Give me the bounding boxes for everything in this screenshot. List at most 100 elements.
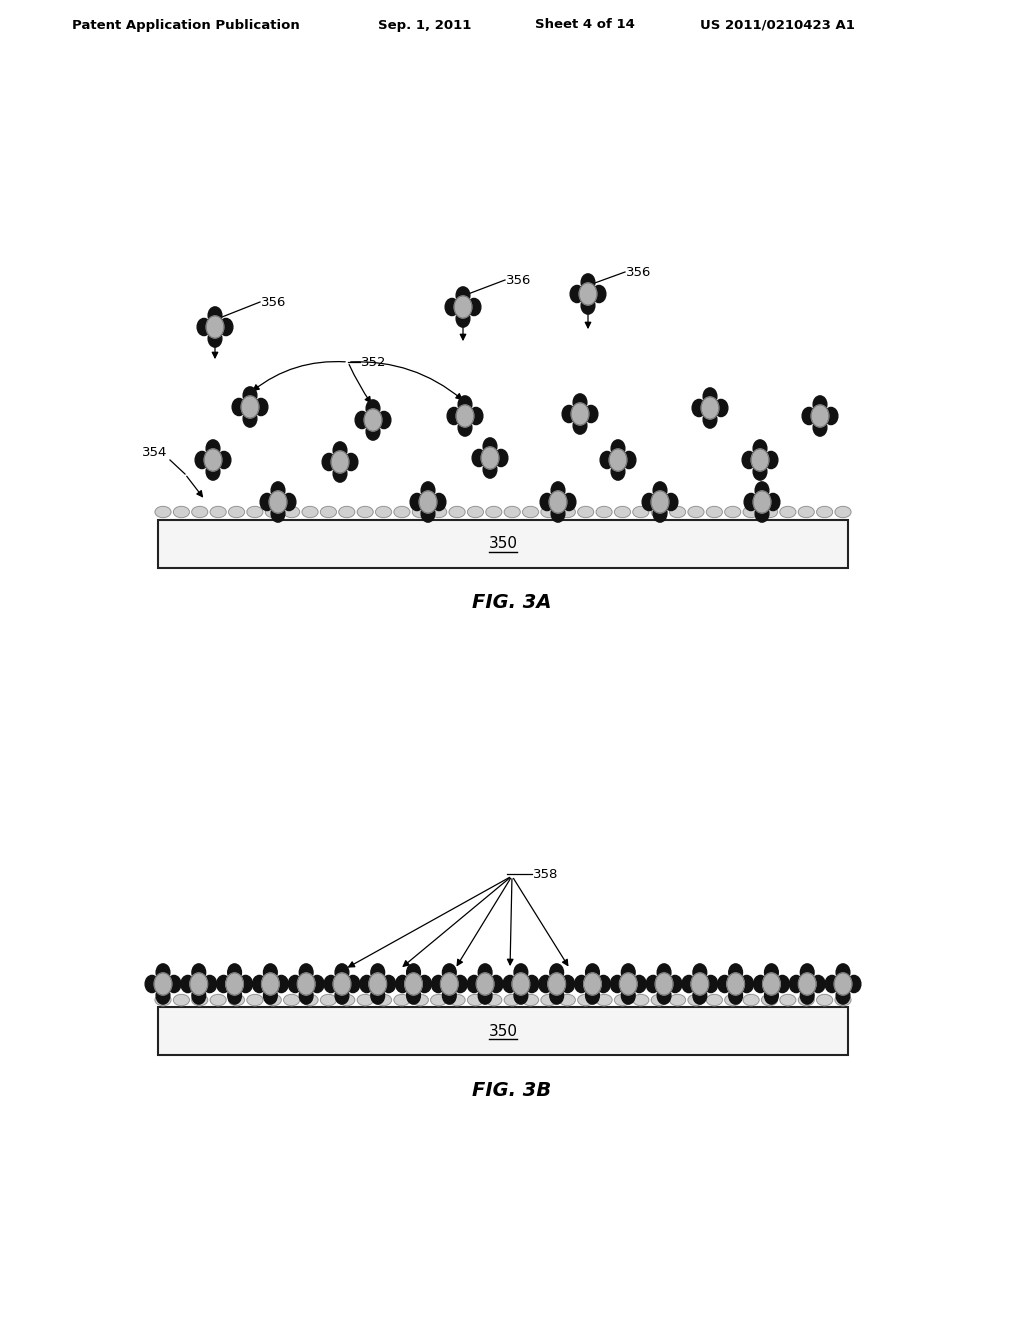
Ellipse shape	[550, 964, 563, 981]
Ellipse shape	[321, 507, 337, 517]
Ellipse shape	[633, 507, 649, 517]
Ellipse shape	[703, 411, 717, 428]
Ellipse shape	[483, 461, 497, 478]
Ellipse shape	[573, 393, 587, 411]
Ellipse shape	[739, 975, 754, 993]
Ellipse shape	[755, 482, 769, 499]
Ellipse shape	[775, 975, 790, 993]
Ellipse shape	[611, 463, 625, 480]
Ellipse shape	[156, 964, 170, 981]
Ellipse shape	[227, 964, 242, 981]
Ellipse shape	[376, 507, 391, 517]
Ellipse shape	[261, 973, 280, 995]
Ellipse shape	[269, 491, 287, 513]
Ellipse shape	[816, 507, 833, 517]
Ellipse shape	[447, 408, 461, 425]
Ellipse shape	[450, 994, 465, 1006]
Ellipse shape	[324, 975, 338, 993]
Ellipse shape	[633, 994, 649, 1006]
Ellipse shape	[263, 964, 278, 981]
Ellipse shape	[754, 491, 771, 513]
Ellipse shape	[191, 987, 206, 1005]
Ellipse shape	[571, 403, 589, 425]
Ellipse shape	[155, 973, 172, 995]
Ellipse shape	[582, 273, 595, 290]
Ellipse shape	[651, 507, 668, 517]
Text: 356: 356	[626, 265, 651, 279]
Ellipse shape	[670, 507, 686, 517]
Ellipse shape	[485, 507, 502, 517]
Ellipse shape	[614, 994, 631, 1006]
Ellipse shape	[765, 964, 778, 981]
Ellipse shape	[407, 987, 421, 1005]
Ellipse shape	[725, 507, 740, 517]
Ellipse shape	[472, 449, 485, 466]
Ellipse shape	[265, 994, 282, 1006]
Ellipse shape	[495, 449, 508, 466]
Ellipse shape	[369, 973, 386, 995]
Text: 356: 356	[261, 296, 287, 309]
Ellipse shape	[469, 408, 483, 425]
Ellipse shape	[766, 494, 780, 511]
Ellipse shape	[413, 507, 428, 517]
Ellipse shape	[476, 973, 494, 995]
Ellipse shape	[753, 440, 767, 457]
Ellipse shape	[701, 397, 719, 418]
Ellipse shape	[271, 482, 285, 499]
Ellipse shape	[377, 412, 391, 429]
Ellipse shape	[219, 318, 232, 335]
Ellipse shape	[725, 994, 740, 1006]
Ellipse shape	[744, 494, 758, 511]
Ellipse shape	[622, 964, 635, 981]
Ellipse shape	[333, 465, 347, 482]
Ellipse shape	[365, 409, 382, 432]
Ellipse shape	[225, 973, 244, 995]
Ellipse shape	[413, 994, 428, 1006]
Ellipse shape	[610, 975, 624, 993]
Ellipse shape	[335, 964, 349, 981]
Ellipse shape	[421, 506, 435, 523]
Ellipse shape	[394, 507, 410, 517]
Ellipse shape	[227, 987, 242, 1005]
Ellipse shape	[217, 975, 230, 993]
Ellipse shape	[811, 975, 825, 993]
Text: 356: 356	[506, 273, 531, 286]
Ellipse shape	[450, 507, 465, 517]
Ellipse shape	[540, 494, 554, 511]
Ellipse shape	[525, 975, 539, 993]
Ellipse shape	[551, 482, 565, 499]
Ellipse shape	[284, 507, 300, 517]
Ellipse shape	[357, 507, 373, 517]
Ellipse shape	[432, 494, 445, 511]
Ellipse shape	[302, 507, 318, 517]
Ellipse shape	[431, 975, 445, 993]
Ellipse shape	[203, 975, 217, 993]
Ellipse shape	[714, 400, 728, 417]
Ellipse shape	[799, 507, 814, 517]
Ellipse shape	[703, 388, 717, 405]
Ellipse shape	[657, 987, 671, 1005]
Ellipse shape	[455, 296, 472, 318]
Ellipse shape	[367, 400, 380, 417]
Ellipse shape	[310, 975, 324, 993]
Ellipse shape	[693, 964, 707, 981]
Ellipse shape	[478, 987, 492, 1005]
Bar	[158, 520, 848, 568]
Ellipse shape	[204, 449, 222, 471]
Ellipse shape	[440, 973, 458, 995]
Ellipse shape	[228, 994, 245, 1006]
Ellipse shape	[181, 975, 195, 993]
Ellipse shape	[522, 507, 539, 517]
Ellipse shape	[584, 405, 598, 422]
Ellipse shape	[559, 994, 575, 1006]
Ellipse shape	[283, 494, 296, 511]
Ellipse shape	[467, 975, 481, 993]
Ellipse shape	[550, 987, 563, 1005]
Ellipse shape	[600, 451, 613, 469]
Ellipse shape	[780, 994, 796, 1006]
Ellipse shape	[467, 507, 483, 517]
Ellipse shape	[253, 975, 266, 993]
Ellipse shape	[670, 994, 686, 1006]
Ellipse shape	[665, 494, 678, 511]
Ellipse shape	[570, 285, 584, 302]
